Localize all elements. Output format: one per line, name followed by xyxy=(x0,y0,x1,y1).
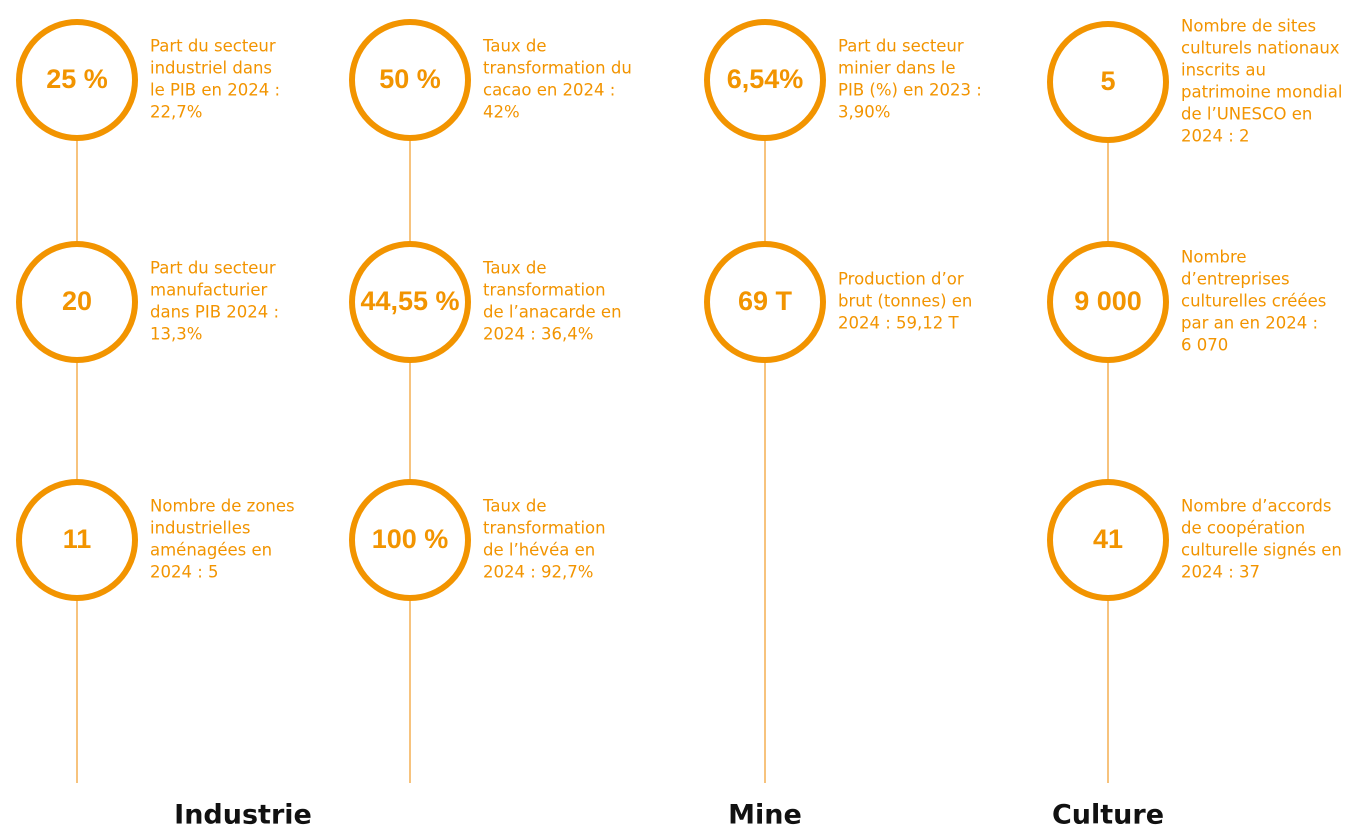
description-line: 2024 : 2 xyxy=(1181,127,1250,146)
description-line: 2024 : 59,12 T xyxy=(838,314,960,333)
description-line: de l’hévéa en xyxy=(483,541,595,560)
value-text: 50 % xyxy=(379,64,441,94)
description-line: industrielles xyxy=(150,519,250,538)
description-line: industriel dans xyxy=(150,59,272,78)
value-text: 69 T xyxy=(738,286,793,316)
description-line: Taux de xyxy=(482,497,547,516)
value-text: 9 000 xyxy=(1074,286,1142,316)
section-label: Culture xyxy=(1052,800,1164,831)
description-line: d’entreprises xyxy=(1181,270,1290,289)
description-line: PIB (%) en 2023 : xyxy=(838,81,982,100)
description-line: de coopération xyxy=(1181,519,1305,538)
description-line: 42% xyxy=(483,103,520,122)
description-line: 13,3% xyxy=(150,325,202,344)
description-line: le PIB en 2024 : xyxy=(150,81,280,100)
section-label: Industrie xyxy=(174,800,312,831)
description-line: de l’anacarde en xyxy=(483,303,622,322)
value-text: 41 xyxy=(1093,524,1123,554)
value-circle xyxy=(16,241,138,363)
description-line: transformation du xyxy=(483,59,632,78)
description-line: Nombre de sites xyxy=(1181,17,1316,36)
description-line: minier dans le xyxy=(838,59,956,78)
value-circle xyxy=(1047,241,1169,363)
value-text: 5 xyxy=(1100,66,1115,96)
description-line: 2024 : 37 xyxy=(1181,563,1260,582)
description-line: Part du secteur xyxy=(838,37,964,56)
description-line: cacao en 2024 : xyxy=(483,81,615,100)
description-line: 2024 : 5 xyxy=(150,563,219,582)
description-line: Nombre xyxy=(1181,248,1247,267)
description-line: 22,7% xyxy=(150,103,202,122)
description-line: inscrits au xyxy=(1181,61,1266,80)
value-circle xyxy=(16,19,138,141)
description-line: 3,90% xyxy=(838,103,890,122)
description-line: culturelle signés en xyxy=(1181,541,1342,560)
description-line: 2024 : 92,7% xyxy=(483,563,593,582)
description-line: Production d’or xyxy=(838,270,964,289)
description-line: patrimoine mondial xyxy=(1181,83,1342,102)
value-circle xyxy=(349,19,471,141)
description-line: transformation xyxy=(483,519,606,538)
value-circle xyxy=(704,241,826,363)
description-line: par an en 2024 : xyxy=(1181,314,1318,333)
description-line: 6 070 xyxy=(1181,336,1228,355)
description-line: Nombre de zones xyxy=(150,497,295,516)
value-circle xyxy=(1047,21,1169,143)
description-line: 2024 : 36,4% xyxy=(483,325,593,344)
description-line: culturelles créées xyxy=(1181,292,1326,311)
description-line: culturels nationaux xyxy=(1181,39,1340,58)
description-line: Part du secteur xyxy=(150,259,276,278)
description-line: manufacturier xyxy=(150,281,268,300)
value-circle xyxy=(704,19,826,141)
value-circle xyxy=(349,241,471,363)
value-circle xyxy=(1047,479,1169,601)
description-line: Taux de xyxy=(482,37,547,56)
description-line: dans PIB 2024 : xyxy=(150,303,279,322)
description-line: transformation xyxy=(483,281,606,300)
description-line: de l’UNESCO en xyxy=(1181,105,1312,124)
value-text: 11 xyxy=(63,524,92,554)
description-line: Taux de xyxy=(482,259,547,278)
description-line: Nombre d’accords xyxy=(1181,497,1331,516)
value-text: 100 % xyxy=(372,524,449,554)
section-label: Mine xyxy=(728,800,802,831)
description-line: brut (tonnes) en xyxy=(838,292,972,311)
value-circle xyxy=(349,479,471,601)
value-text: 6,54% xyxy=(727,64,804,94)
description-line: aménagées en xyxy=(150,541,272,560)
value-text: 44,55 % xyxy=(360,286,459,316)
value-text: 25 % xyxy=(46,64,108,94)
description-line: Part du secteur xyxy=(150,37,276,56)
value-text: 20 xyxy=(62,286,92,316)
value-circle xyxy=(16,479,138,601)
